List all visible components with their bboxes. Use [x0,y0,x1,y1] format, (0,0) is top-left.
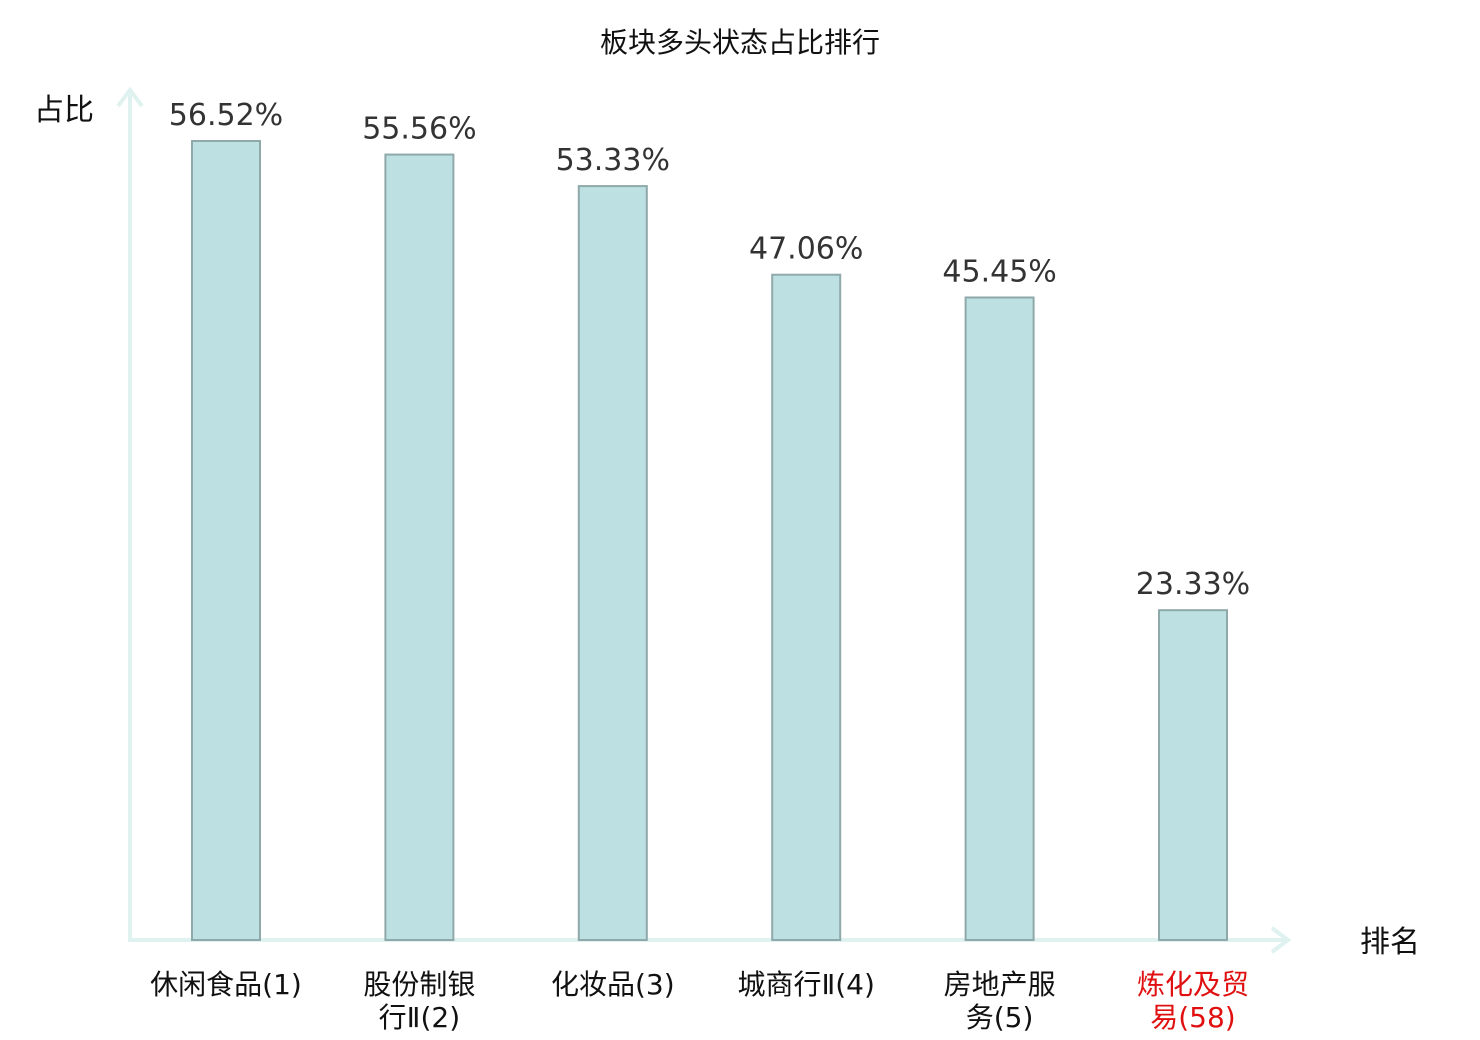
category-tick-label: 炼化及贸 [1137,968,1249,1001]
x-axis-title: 排名 [1360,925,1420,960]
data-label: 55.56% [362,112,476,147]
data-label: 23.33% [1136,567,1250,602]
bar [964,296,1035,941]
data-label: 56.52% [169,98,283,133]
category-tick-label: 股份制银 [363,968,475,1001]
bar [191,140,261,941]
x-axis-arrow-icon [1270,926,1292,954]
value-labels-group: 56.52% 55.56% 53.33% 47.06% 45.45% 23.33% [169,98,1250,602]
chart-title: 板块多头状态占比排行 [600,26,880,59]
category-tick-label: 易(58) [1150,1001,1235,1034]
y-axis [116,86,144,940]
category-tick-label: 休闲食品(1) [150,968,302,1001]
category-tick-label: 城商行Ⅱ(4) [737,968,874,1001]
bar [1158,609,1228,941]
x-axis [128,926,1292,954]
data-label: 45.45% [942,254,1056,289]
bar [577,185,648,942]
bars-group [191,140,1228,942]
y-axis-arrow-icon [116,86,144,108]
category-tick-label: 行Ⅱ(2) [379,1001,460,1034]
y-axis-title: 占比 [34,93,94,128]
data-label: 47.06% [749,232,863,267]
category-tick-label: 房地产服 [944,968,1056,1001]
data-label: 53.33% [556,143,670,178]
category-tick-label: 化妆品(3) [551,968,675,1001]
bar [384,153,455,942]
category-tick-label: 务(5) [966,1001,1034,1034]
bar [771,273,842,941]
